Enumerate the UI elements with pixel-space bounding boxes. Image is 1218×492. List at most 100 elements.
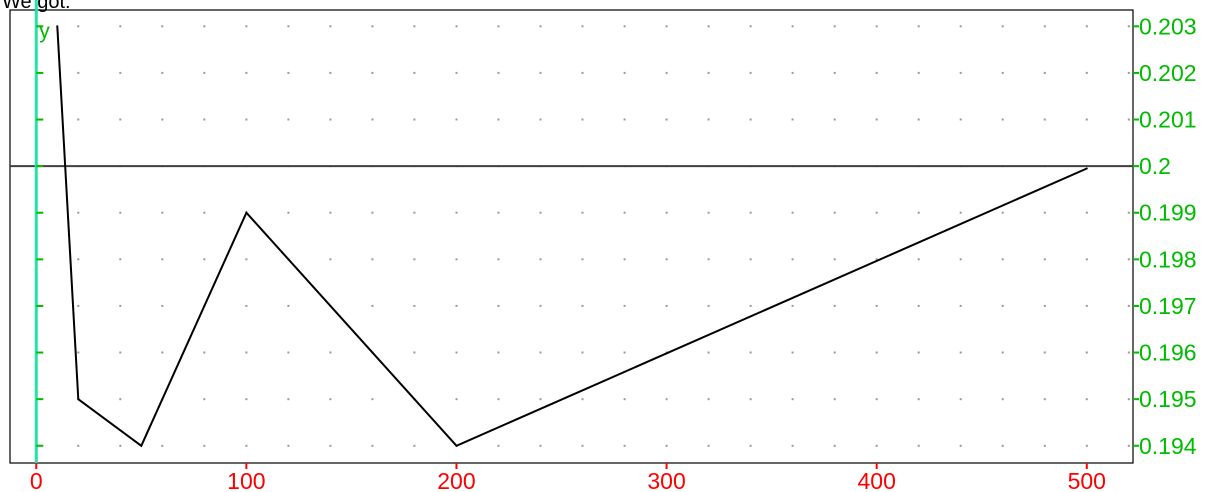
grid-dot: [329, 398, 332, 401]
x-tick-label: 0: [30, 468, 43, 492]
grid-dot: [581, 258, 584, 261]
grid-dot: [749, 118, 752, 121]
grid-dot: [455, 304, 458, 307]
grid-dot: [539, 118, 542, 121]
grid-dot: [119, 118, 122, 121]
grid-dot: [1001, 211, 1004, 214]
grid-dot: [203, 25, 206, 28]
grid-dot: [833, 258, 836, 261]
grid-dot: [77, 211, 80, 214]
grid-dot: [1085, 351, 1088, 354]
data-point: [455, 444, 458, 447]
grid-dots: [35, 25, 1130, 447]
grid-dot: [707, 304, 710, 307]
grid-dot: [665, 118, 668, 121]
grid-dot: [371, 211, 374, 214]
grid-dot: [623, 118, 626, 121]
grid-dot: [623, 398, 626, 401]
grid-dot: [455, 398, 458, 401]
grid-dot: [497, 351, 500, 354]
grid-dot: [1127, 118, 1130, 121]
grid-dot: [203, 351, 206, 354]
tick-labels: y 0.194 0.195 0.196 0.197 0.198 0.199 0.2 0.201 0…: [30, 13, 1197, 492]
grid-dot: [1001, 398, 1004, 401]
grid-dot: [707, 118, 710, 121]
grid-dot: [581, 351, 584, 354]
grid-dot: [917, 211, 920, 214]
grid-dot: [413, 118, 416, 121]
grid-dot: [77, 25, 80, 28]
grid-dot: [917, 444, 920, 447]
grid-dot: [329, 444, 332, 447]
grid-dot: [287, 304, 290, 307]
grid-dot: [287, 25, 290, 28]
grid-dot: [245, 351, 248, 354]
grid-dot: [959, 351, 962, 354]
grid-dot: [1001, 118, 1004, 121]
grid-dot: [497, 25, 500, 28]
grid-dot: [1001, 71, 1004, 74]
grid-dot: [623, 444, 626, 447]
y-tick-label: 0.203: [1139, 13, 1197, 39]
grid-dot: [581, 398, 584, 401]
grid-dot: [413, 71, 416, 74]
grid-dot: [119, 71, 122, 74]
grid-dot: [875, 398, 878, 401]
grid-dot: [497, 211, 500, 214]
grid-dot: [539, 351, 542, 354]
grid-dot: [623, 351, 626, 354]
grid-dot: [707, 25, 710, 28]
grid-dot: [917, 304, 920, 307]
grid-dot: [329, 351, 332, 354]
grid-dot: [497, 71, 500, 74]
grid-dot: [1127, 398, 1130, 401]
y-tick-label: 0.198: [1139, 246, 1197, 272]
grid-dot: [707, 71, 710, 74]
grid-dot: [875, 351, 878, 354]
grid-dot: [161, 444, 164, 447]
grid-dot: [917, 25, 920, 28]
data-point: [245, 211, 248, 214]
grid-dot: [1001, 304, 1004, 307]
grid-dot: [1127, 25, 1130, 28]
grid-dot: [581, 444, 584, 447]
grid-dot: [875, 258, 878, 261]
grid-dot: [749, 304, 752, 307]
grid-dot: [245, 398, 248, 401]
grid-dot: [329, 258, 332, 261]
grid-dot: [623, 211, 626, 214]
grid-dot: [959, 304, 962, 307]
grid-dot: [539, 304, 542, 307]
grid-dot: [1043, 304, 1046, 307]
grid-dot: [77, 351, 80, 354]
grid-dot: [329, 118, 332, 121]
grid-dot: [455, 71, 458, 74]
grid-dot: [203, 258, 206, 261]
grid-dot: [623, 71, 626, 74]
grid-dot: [329, 71, 332, 74]
grid-dot: [581, 71, 584, 74]
grid-dot: [371, 444, 374, 447]
grid-dot: [1001, 444, 1004, 447]
grid-dot: [413, 444, 416, 447]
grid-dot: [287, 444, 290, 447]
grid-dot: [539, 25, 542, 28]
grid-dot: [119, 444, 122, 447]
grid-dot: [161, 351, 164, 354]
grid-dot: [833, 351, 836, 354]
grid-dot: [455, 25, 458, 28]
grid-dot: [749, 351, 752, 354]
grid-dot: [1085, 118, 1088, 121]
grid-dot: [665, 211, 668, 214]
grid-dot: [161, 304, 164, 307]
y-tick-label: 0.196: [1139, 340, 1197, 366]
grid-dot: [245, 25, 248, 28]
grid-dot: [413, 258, 416, 261]
grid-dot: [959, 118, 962, 121]
grid-dot: [203, 71, 206, 74]
grid-dot: [1127, 304, 1130, 307]
grid-dot: [623, 304, 626, 307]
grid-dot: [833, 25, 836, 28]
grid-dot: [665, 398, 668, 401]
